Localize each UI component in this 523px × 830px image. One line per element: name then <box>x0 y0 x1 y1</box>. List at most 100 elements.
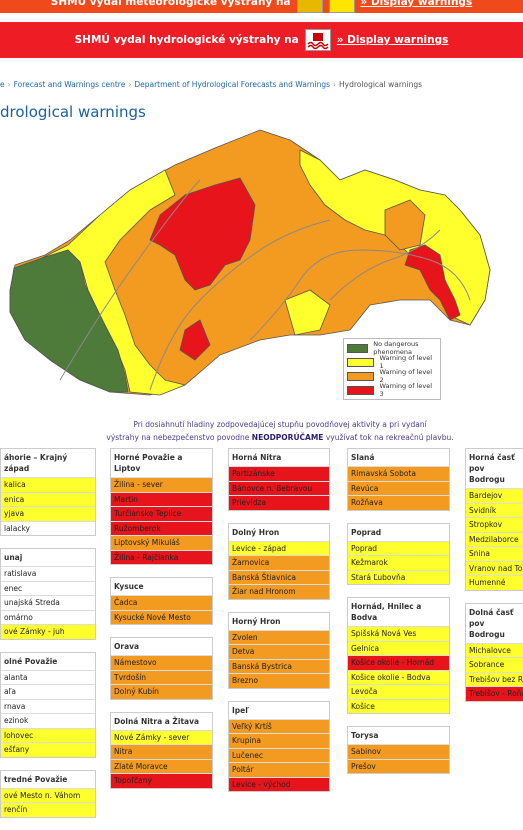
district-row: Rimavská Sobota <box>348 466 449 481</box>
district-row: Zlaté Moravce <box>111 758 212 773</box>
basin-header: Horný Hron <box>229 612 329 630</box>
breadcrumb-item[interactable]: e <box>0 80 5 89</box>
warning-icon <box>296 0 323 13</box>
district-row: Nitra <box>111 744 212 759</box>
map-region <box>149 177 256 291</box>
hydro-banner: SHMÚ vydal hydrologické výstrahy na » Di… <box>0 22 523 58</box>
district-row: Žilina - Rajčianka <box>111 549 212 564</box>
district-row: Sobrance <box>466 657 523 672</box>
district-row: Humenné <box>466 575 523 590</box>
breadcrumb: e › Forecast and Warnings centre › Departmen… <box>0 80 422 89</box>
display-warnings-link[interactable]: » Display warnings <box>360 0 473 8</box>
legend-entry: Warning of level 3 <box>347 382 437 398</box>
district-row: Prešov <box>348 758 449 773</box>
district-row: Snina <box>466 546 523 561</box>
legend-swatch <box>347 371 375 381</box>
district-row: Banská Štiavnica <box>229 569 329 584</box>
district-row: lohovec <box>1 727 95 742</box>
legend-swatch <box>347 343 369 353</box>
district-row: Nové Zámky - sever <box>111 729 212 744</box>
legend-entry: Warning of level 1 <box>347 354 437 370</box>
district-row: ové Zámky - juh <box>1 624 95 639</box>
breadcrumb-separator: › <box>7 80 11 89</box>
basin-header: Torysa <box>348 727 449 744</box>
district-row: Kežmarok <box>348 555 449 570</box>
basin-header-line: Dolná časť pov <box>469 607 514 628</box>
basin-header-line: Horná časť pov <box>469 453 515 473</box>
basin-header: Horná Nitra <box>229 449 329 466</box>
notice-line: Pri dosiahnutí hladiny zodpovedajúcej st… <box>133 420 427 429</box>
notice-text: využívať tok na rekreačnú plavbu. <box>323 433 454 442</box>
legend-label: Warning of level 1 <box>379 354 433 370</box>
district-column: áhorie – Krajný západ kalica enica yjava lal… <box>0 448 96 830</box>
district-row: Žilina - sever <box>111 477 212 492</box>
district-row: Detva <box>229 644 329 659</box>
district-column: Horná časť pov Bodrogu Bardejov Svidník Stro… <box>465 448 523 714</box>
district-row: Svidník <box>466 502 523 517</box>
page-title: drological warnings <box>0 103 146 121</box>
river <box>149 219 331 391</box>
basin-table: tredné Považie ové Mesto n. Váhom renčín <box>0 769 96 818</box>
district-row: ové Mesto n. Váhom <box>1 787 95 802</box>
district-row: Lučenec <box>229 747 329 762</box>
district-row: Stará Ľubovňa <box>348 569 449 584</box>
basin-table: Poprad Poprad Kežmarok Stará Ľubovňa <box>347 522 450 585</box>
district-row: Turčianske Teplice <box>111 506 212 521</box>
basin-table: Orava Námestovo Tvrdošín Dolný Kubín <box>110 637 213 700</box>
district-row: Partizánske <box>229 466 329 481</box>
banner-text: SHMÚ vydal meteorologické výstrahy na <box>50 0 291 8</box>
district-row: Medzilaborce <box>466 531 523 546</box>
notice-text: výstrahy na nebezpečenstvo povodne <box>106 433 252 442</box>
notice-line: výstrahy na nebezpečenstvo povodne NEODP… <box>60 431 500 444</box>
basin-table: Hornád, Hnilec a Bodva Spišská Nová Ves Ge… <box>347 597 450 714</box>
district-row: Kysucké Nové Mesto <box>111 609 212 624</box>
district-row: rnava <box>1 698 95 713</box>
basin-header-line: Bodrogu <box>469 475 505 484</box>
district-row: ešťany <box>1 742 95 757</box>
district-row: Námestovo <box>111 655 212 670</box>
legend-label: Warning of level 2 <box>379 368 433 384</box>
basin-table: áhorie – Krajný západ kalica enica yjava lal… <box>0 448 96 536</box>
basin-header-line: Bodrogu <box>469 629 505 639</box>
basin-header: Horná časť pov Bodrogu <box>466 449 523 488</box>
warning-map <box>9 129 491 396</box>
legend-entry: No dangerous phenomena <box>347 340 437 356</box>
district-row: Vranov nad Top <box>466 560 523 575</box>
district-row: Košice okolie - Hornád <box>348 655 449 670</box>
district-row: Krupina <box>229 733 329 748</box>
district-row: unajská Streda <box>1 595 95 610</box>
flood-glyph <box>307 33 329 50</box>
district-row: Trebišov - Roňa <box>466 686 523 701</box>
district-row: Zvolen <box>229 629 329 644</box>
legend-swatch <box>347 357 375 367</box>
district-row: lalacky <box>1 520 95 535</box>
district-row: Rožňava <box>348 495 449 510</box>
district-row: Žarnovica <box>229 555 329 570</box>
district-row: alanta <box>1 669 95 684</box>
district-row: Michalovce <box>466 642 523 657</box>
breadcrumb-item[interactable]: Department of Hydrological Forecasts and… <box>134 80 331 89</box>
basin-table: Torysa Sabinov Prešov <box>347 726 450 774</box>
basin-header: Dolná časť pov Bodrogu <box>466 603 523 643</box>
legend-swatch <box>347 385 375 395</box>
legend-label: Warning of level 3 <box>379 382 433 398</box>
basin-table: Horné Považie a Liptov Žilina - sever Mart… <box>110 448 213 565</box>
breadcrumb-item[interactable]: Forecast and Warnings centre <box>13 80 126 89</box>
district-row: kalica <box>1 477 95 492</box>
basin-header: Dolný Hron <box>229 523 329 541</box>
basin-table: Ipeľ Veľký Krtíš Krupina Lučenec Poltár Levic… <box>228 700 330 792</box>
district-row: Stropkov <box>466 517 523 532</box>
basin-header: Hornád, Hnilec a Bodva <box>348 598 449 626</box>
breadcrumb-separator: › <box>128 80 132 89</box>
basin-table: olné Považie alanta aľa rnava ezinok lohovec e… <box>0 651 96 758</box>
banner-text: SHMÚ vydal hydrologické výstrahy na <box>74 34 299 46</box>
legend-label: No dangerous phenomena <box>373 340 419 356</box>
river <box>59 179 201 381</box>
map-region <box>384 199 426 251</box>
basin-header: Ipeľ <box>229 701 329 719</box>
legend-entry: Warning of level 2 <box>347 368 437 384</box>
display-warnings-link[interactable]: » Display warnings <box>336 34 449 46</box>
district-row: Banská Bystrica <box>229 658 329 673</box>
district-row: Dolný Kubín <box>111 684 212 699</box>
district-row: Gelnica <box>348 640 449 655</box>
